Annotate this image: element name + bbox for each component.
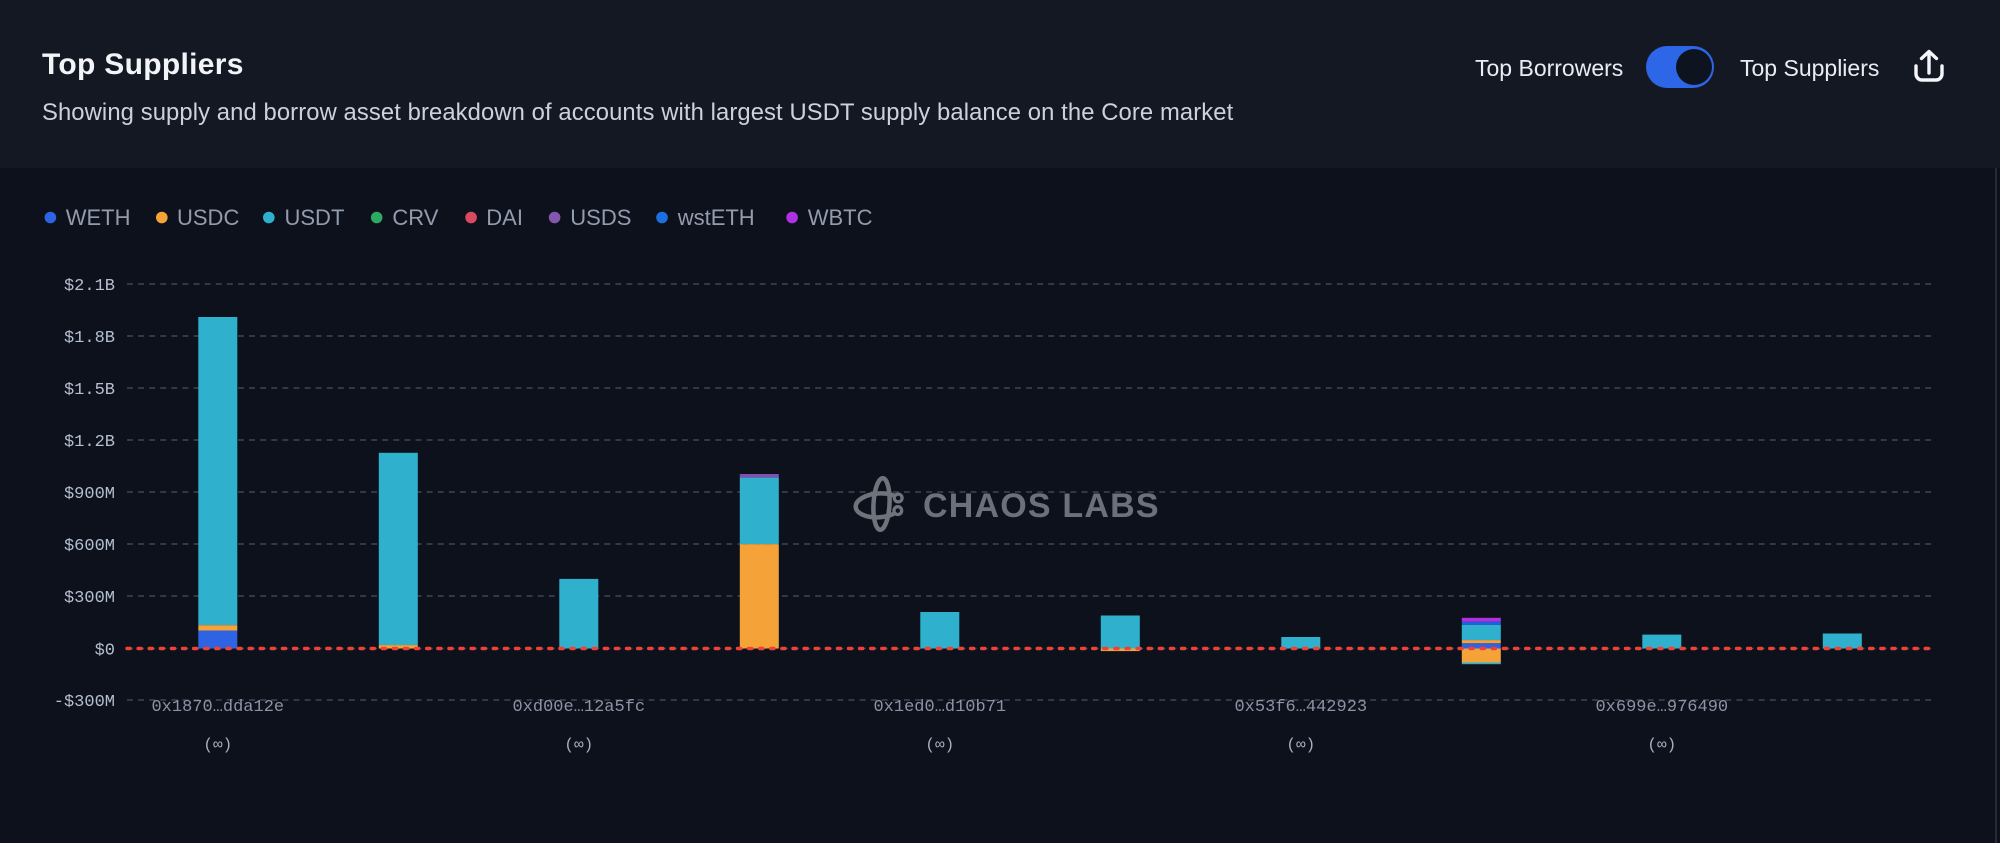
svg-text:(∞): (∞) <box>925 736 954 754</box>
svg-text:WETH: WETH <box>66 205 131 230</box>
svg-text:(∞): (∞) <box>1286 736 1315 754</box>
svg-text:0x1870…dda12e: 0x1870…dda12e <box>151 698 284 717</box>
svg-text:$600M: $600M <box>64 537 115 556</box>
svg-text:USDT: USDT <box>285 205 345 230</box>
svg-text:0xd00e…12a5fc: 0xd00e…12a5fc <box>512 698 645 717</box>
svg-text:USDS: USDS <box>570 205 631 230</box>
svg-text:$900M: $900M <box>64 485 115 504</box>
svg-text:DAI: DAI <box>486 205 523 230</box>
svg-text:$2.1B: $2.1B <box>64 277 115 296</box>
svg-text:WBTC: WBTC <box>808 205 873 230</box>
svg-text:0x699e…976490: 0x699e…976490 <box>1595 698 1728 717</box>
svg-text:USDC: USDC <box>177 205 239 230</box>
svg-text:0x1ed0…d10b71: 0x1ed0…d10b71 <box>873 698 1006 717</box>
svg-text:(∞): (∞) <box>203 736 232 754</box>
svg-text:wstETH: wstETH <box>677 205 755 230</box>
svg-text:(∞): (∞) <box>564 736 593 754</box>
svg-text:$300M: $300M <box>64 589 115 608</box>
svg-text:$0: $0 <box>95 642 115 661</box>
svg-text:0x53f6…442923: 0x53f6…442923 <box>1234 698 1367 717</box>
svg-text:$1.2B: $1.2B <box>64 433 115 452</box>
svg-text:$1.5B: $1.5B <box>64 381 115 400</box>
svg-text:CRV: CRV <box>392 205 438 230</box>
svg-text:$1.8B: $1.8B <box>64 329 115 348</box>
svg-text:CHAOS LABS: CHAOS LABS <box>923 487 1160 525</box>
svg-text:(∞): (∞) <box>1647 736 1676 754</box>
svg-text:-$300M: -$300M <box>54 693 115 712</box>
